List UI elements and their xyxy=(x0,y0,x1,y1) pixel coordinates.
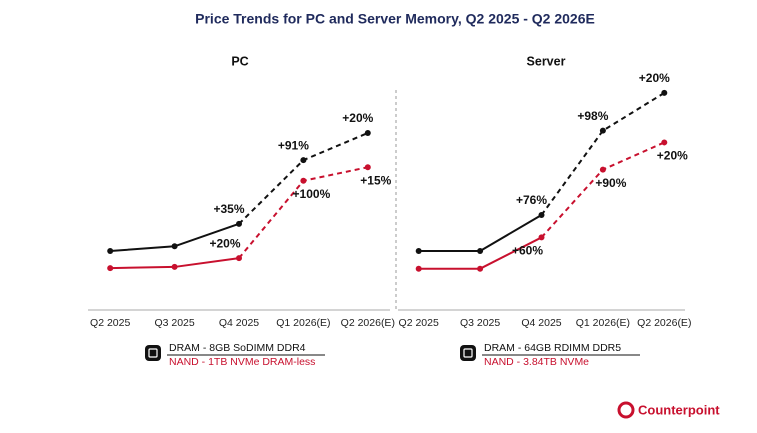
point xyxy=(236,220,242,227)
change-label: +35% xyxy=(213,202,244,216)
change-label: +100% xyxy=(293,187,331,201)
point xyxy=(364,164,371,171)
panel-title: PC xyxy=(231,54,248,68)
point xyxy=(171,263,178,270)
point xyxy=(300,177,307,184)
point xyxy=(661,89,668,96)
legend-label: NAND - 3.84TB NVMe xyxy=(484,356,589,368)
legend-icon-detail xyxy=(148,348,158,358)
point xyxy=(477,248,484,254)
point xyxy=(538,212,545,219)
point xyxy=(171,243,178,250)
point xyxy=(300,157,307,164)
point xyxy=(415,248,422,254)
legend-label: DRAM - 64GB RDIMM DDR5 xyxy=(484,342,621,354)
legend-label: DRAM - 8GB SoDIMM DDR4 xyxy=(169,342,306,354)
x-tick-label: Q3 2025 xyxy=(460,317,500,329)
change-label: +76% xyxy=(516,193,547,207)
point xyxy=(107,248,114,254)
change-label: +60% xyxy=(512,244,543,258)
point xyxy=(107,265,114,272)
page-title: Price Trends for PC and Server Memory, Q… xyxy=(195,11,595,27)
x-tick-label: Q4 2025 xyxy=(521,317,561,329)
change-label: +20% xyxy=(342,111,373,125)
legend-icon-detail xyxy=(463,348,473,358)
x-tick-label: Q3 2025 xyxy=(154,317,194,329)
x-tick-label: Q2 2025 xyxy=(399,317,439,329)
x-tick-label: Q2 2026(E) xyxy=(341,317,395,329)
point xyxy=(661,139,668,146)
change-label: +91% xyxy=(278,138,309,152)
brand-icon xyxy=(617,401,635,419)
x-tick-label: Q4 2025 xyxy=(219,317,259,329)
x-tick-label: Q2 2026(E) xyxy=(637,317,691,329)
point xyxy=(415,265,422,272)
x-tick-label: Q2 2025 xyxy=(90,317,130,329)
panel-title: Server xyxy=(527,54,566,68)
brand-name: Counterpoint xyxy=(638,402,720,417)
change-label: +20% xyxy=(639,71,670,85)
legend-icon xyxy=(145,345,161,361)
point xyxy=(538,234,545,241)
point xyxy=(599,166,606,173)
change-label: +20% xyxy=(209,236,240,250)
change-label: +90% xyxy=(595,176,626,190)
brand-logo: Counterpoint xyxy=(617,401,720,419)
point xyxy=(236,255,242,262)
x-tick-label: Q1 2026(E) xyxy=(276,317,330,329)
legend-label: NAND - 1TB NVMe DRAM-less xyxy=(169,356,315,368)
x-tick-label: Q1 2026(E) xyxy=(576,317,630,329)
change-label: +98% xyxy=(577,109,608,123)
point xyxy=(599,127,606,134)
legend-icon xyxy=(460,345,476,361)
change-label: +20% xyxy=(657,149,688,163)
point xyxy=(364,130,371,136)
point xyxy=(477,265,484,272)
change-label: +15% xyxy=(360,173,391,187)
